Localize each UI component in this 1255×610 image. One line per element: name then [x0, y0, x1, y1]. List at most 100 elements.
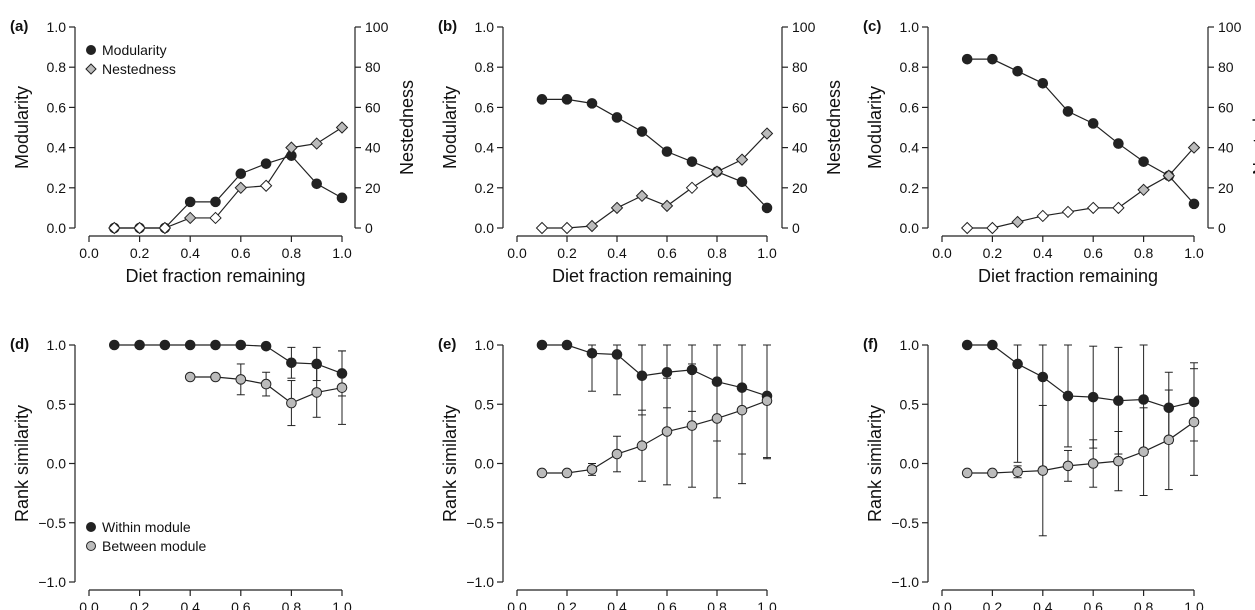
data-point [961, 339, 973, 351]
data-point [561, 467, 573, 479]
x-tick-label: 0.8 [1134, 599, 1154, 610]
data-point [561, 339, 573, 351]
data-point [335, 121, 349, 134]
x-tick-label: 0.0 [507, 245, 527, 261]
y-tick-label: 1.0 [47, 337, 67, 353]
data-point [611, 448, 623, 460]
data-point [1187, 141, 1201, 154]
data-point [1012, 65, 1023, 77]
series-line [114, 126, 343, 229]
data-point [660, 199, 674, 213]
series-between-module [184, 350, 348, 427]
x-tick-label: 0.0 [79, 599, 99, 610]
data-point [536, 339, 548, 351]
x-tick-label: 0.4 [607, 599, 627, 610]
series-line [542, 344, 768, 397]
y-axis-title: Rank similarity [12, 405, 32, 522]
data-point [586, 347, 598, 359]
y-tick-label: 1.0 [47, 19, 67, 35]
legend-label: Nestedness [102, 61, 176, 77]
series-modularity [961, 53, 1200, 210]
y-tick-label: 0.0 [900, 456, 920, 472]
data-point [585, 219, 599, 233]
x-tick-label: 1.0 [1184, 245, 1204, 261]
x-tick-label: 0.6 [231, 599, 251, 610]
y2-tick-label: 100 [365, 19, 389, 35]
data-point [311, 387, 323, 398]
series-line [542, 98, 768, 209]
legend-marker [86, 541, 96, 551]
series-line [542, 400, 768, 474]
y2-tick-label: 20 [792, 180, 808, 196]
x-tick-label: 0.4 [180, 599, 200, 610]
y-tick-label: 0.0 [475, 220, 495, 236]
x-tick-label: 0.8 [282, 245, 302, 261]
data-point [686, 156, 698, 167]
data-point [685, 181, 699, 195]
data-point [159, 339, 171, 351]
legend-label: Within module [102, 519, 191, 535]
y-tick-label: 0.8 [900, 59, 920, 75]
data-point [1113, 138, 1124, 149]
data-point [1061, 205, 1075, 219]
data-point [1112, 201, 1125, 215]
y2-tick-label: 40 [1218, 140, 1234, 156]
data-point [736, 404, 748, 416]
x-tick-label: 0.2 [557, 245, 577, 261]
y2-axis-title: Nestedness [1250, 80, 1255, 175]
data-point [1163, 434, 1175, 446]
data-point [560, 221, 574, 235]
data-point [1037, 77, 1049, 89]
data-point [711, 413, 723, 424]
x-axis-title: Diet fraction remaining [978, 266, 1158, 286]
y-tick-label: −1.0 [38, 574, 66, 590]
data-point [336, 192, 348, 204]
x-tick-label: 1.0 [332, 599, 352, 610]
data-point [686, 420, 698, 431]
panel-label: (c) [863, 18, 881, 35]
data-point [1137, 183, 1150, 197]
series-line [967, 58, 1195, 205]
panel-label: (d) [10, 336, 29, 353]
data-point [210, 339, 221, 351]
data-point [586, 98, 598, 109]
series-nestedness [535, 127, 774, 235]
y-tick-label: 0.4 [47, 140, 67, 156]
y-tick-label: −0.5 [38, 515, 66, 531]
data-point [536, 94, 548, 105]
data-point [1188, 198, 1200, 210]
data-point [961, 53, 973, 65]
y2-tick-label: 60 [1218, 99, 1234, 115]
data-point [1113, 395, 1124, 406]
series-line [967, 147, 1195, 229]
series-modularity [536, 94, 773, 214]
series-line [114, 154, 343, 229]
x-tick-label: 0.4 [1033, 599, 1053, 610]
data-point [1087, 391, 1099, 403]
data-point [1087, 118, 1099, 129]
data-point [1037, 371, 1049, 383]
data-point [1113, 455, 1124, 467]
x-tick-label: 1.0 [332, 245, 352, 261]
y2-tick-label: 80 [792, 59, 808, 75]
x-tick-label: 0.6 [657, 245, 677, 261]
data-point [611, 349, 623, 360]
x-tick-label: 0.8 [707, 599, 727, 610]
y2-tick-label: 40 [792, 140, 808, 156]
legend-marker [85, 63, 97, 75]
data-point [1138, 394, 1149, 405]
data-point [987, 53, 998, 65]
data-point [1162, 169, 1176, 182]
data-point [661, 146, 673, 157]
legend-label: Modularity [102, 42, 167, 58]
data-point [158, 221, 172, 235]
legend-marker [86, 45, 96, 55]
series-line [967, 421, 1195, 474]
y-tick-label: 0.5 [475, 396, 495, 412]
data-point [1062, 106, 1074, 117]
y2-tick-label: 0 [1218, 220, 1226, 236]
data-point [987, 339, 998, 351]
data-point [987, 467, 998, 479]
panel-e: (e) −1.0 −0.5 0.0 0.5 1.0 Rank similarity 0.0 0.… [438, 336, 777, 610]
